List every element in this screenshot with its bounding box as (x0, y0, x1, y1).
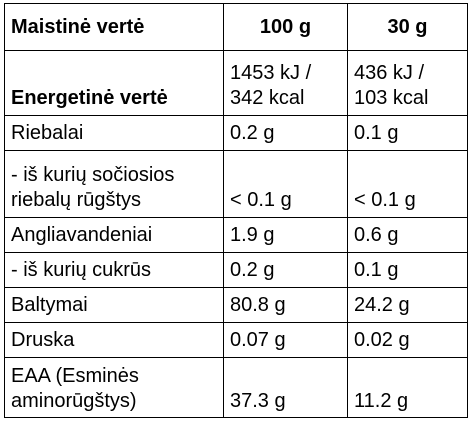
row-value-100g: 80.8 g (223, 287, 348, 323)
nutrition-table: Maistinė vertė 100 g 30 g Energetinė ver… (4, 3, 468, 418)
row-label: - iš kurių sočiosios riebalų rūgštys (4, 150, 224, 218)
energy-row: Energetinė vertė 1453 kJ / 342 kcal 436 … (4, 50, 468, 116)
energy-value-30g-text: 436 kJ / 103 kcal (354, 62, 429, 109)
table-row: Riebalai 0.2 g 0.1 g (4, 115, 468, 151)
table-row: Baltymai 80.8 g 24.2 g (4, 287, 468, 323)
row-value-30g: 0.6 g (347, 217, 468, 253)
table-row: Angliavandeniai 1.9 g 0.6 g (4, 217, 468, 253)
row-value-30g: 24.2 g (347, 287, 468, 323)
row-value-30g: 0.02 g (347, 322, 468, 358)
table-header-row: Maistinė vertė 100 g 30 g (4, 3, 468, 51)
energy-value-100g-text: 1453 kJ / 342 kcal (230, 62, 312, 109)
row-value-100g: 0.07 g (223, 322, 348, 358)
row-label: Riebalai (4, 115, 224, 151)
table-row: Druska 0.07 g 0.02 g (4, 322, 468, 358)
row-value-100g: 37.3 g (223, 357, 348, 418)
row-label: Baltymai (4, 287, 224, 323)
header-col-30g: 30 g (347, 3, 468, 51)
energy-value-30g: 436 kJ / 103 kcal (347, 50, 468, 116)
row-label: Druska (4, 322, 224, 358)
row-label-text: - iš kurių sočiosios riebalų rūgštys (11, 164, 175, 211)
energy-label-text: Energetinė vertė (11, 87, 168, 109)
row-value-30g: 0.1 g (347, 115, 468, 151)
row-value-100g: < 0.1 g (223, 150, 348, 218)
row-value-100g: 0.2 g (223, 115, 348, 151)
table-row: - iš kurių sočiosios riebalų rūgštys < 0… (4, 150, 468, 218)
row-label: - iš kurių cukrūs (4, 252, 224, 288)
row-value-30g: 0.1 g (347, 252, 468, 288)
row-value-30g: < 0.1 g (347, 150, 468, 218)
energy-value-100g: 1453 kJ / 342 kcal (223, 50, 348, 116)
row-label: Angliavandeniai (4, 217, 224, 253)
row-value-30g: 11.2 g (347, 357, 468, 418)
row-label-text: EAA (Esminės aminorūgštys) (11, 365, 139, 412)
table-row: EAA (Esminės aminorūgštys) 37.3 g 11.2 g (4, 357, 468, 418)
row-value-100g: 0.2 g (223, 252, 348, 288)
energy-label: Energetinė vertė (4, 50, 224, 116)
table-row: - iš kurių cukrūs 0.2 g 0.1 g (4, 252, 468, 288)
row-label: EAA (Esminės aminorūgštys) (4, 357, 224, 418)
header-label: Maistinė vertė (4, 3, 224, 51)
header-col-100g: 100 g (223, 3, 348, 51)
row-value-100g: 1.9 g (223, 217, 348, 253)
